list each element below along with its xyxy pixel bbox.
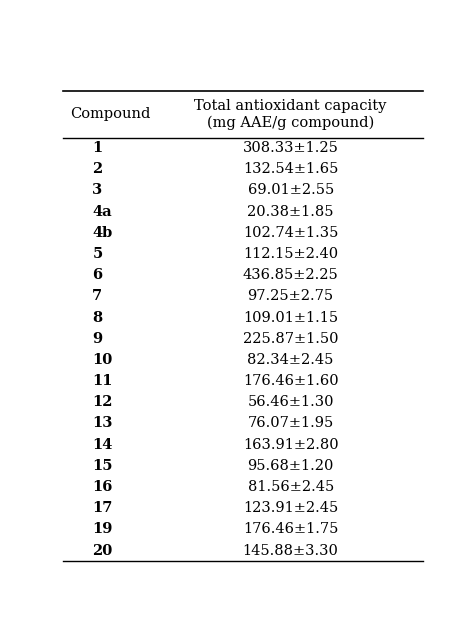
Text: 69.01±2.55: 69.01±2.55 bbox=[247, 183, 334, 198]
Text: 308.33±1.25: 308.33±1.25 bbox=[243, 141, 338, 155]
Text: 145.88±3.30: 145.88±3.30 bbox=[243, 544, 338, 558]
Text: 12: 12 bbox=[92, 396, 113, 410]
Text: 13: 13 bbox=[92, 417, 113, 431]
Text: 15: 15 bbox=[92, 459, 113, 473]
Text: 2: 2 bbox=[92, 162, 102, 176]
Text: 20: 20 bbox=[92, 544, 112, 558]
Text: 17: 17 bbox=[92, 501, 113, 515]
Text: 1: 1 bbox=[92, 141, 102, 155]
Text: 82.34±2.45: 82.34±2.45 bbox=[247, 353, 334, 367]
Text: 9: 9 bbox=[92, 332, 102, 346]
Text: 14: 14 bbox=[92, 438, 113, 452]
Text: 10: 10 bbox=[92, 353, 112, 367]
Text: 109.01±1.15: 109.01±1.15 bbox=[243, 310, 338, 324]
Text: 163.91±2.80: 163.91±2.80 bbox=[243, 438, 338, 452]
Text: 56.46±1.30: 56.46±1.30 bbox=[247, 396, 334, 410]
Text: 8: 8 bbox=[92, 310, 102, 324]
Text: 112.15±2.40: 112.15±2.40 bbox=[243, 247, 338, 261]
Text: 16: 16 bbox=[92, 480, 113, 494]
Text: 4a: 4a bbox=[92, 205, 112, 219]
Text: 3: 3 bbox=[92, 183, 102, 198]
Text: 176.46±1.75: 176.46±1.75 bbox=[243, 522, 338, 536]
Text: 7: 7 bbox=[92, 289, 102, 303]
Text: 76.07±1.95: 76.07±1.95 bbox=[247, 417, 334, 431]
Text: 436.85±2.25: 436.85±2.25 bbox=[243, 268, 338, 282]
Text: Compound: Compound bbox=[70, 107, 151, 121]
Text: 95.68±1.20: 95.68±1.20 bbox=[247, 459, 334, 473]
Text: 81.56±2.45: 81.56±2.45 bbox=[247, 480, 334, 494]
Text: 19: 19 bbox=[92, 522, 113, 536]
Text: 11: 11 bbox=[92, 374, 113, 388]
Text: 5: 5 bbox=[92, 247, 102, 261]
Text: 4b: 4b bbox=[92, 226, 112, 240]
Text: 176.46±1.60: 176.46±1.60 bbox=[243, 374, 338, 388]
Text: 123.91±2.45: 123.91±2.45 bbox=[243, 501, 338, 515]
Text: 6: 6 bbox=[92, 268, 102, 282]
Text: 97.25±2.75: 97.25±2.75 bbox=[247, 289, 334, 303]
Text: Total antioxidant capacity
(mg AAE/g compound): Total antioxidant capacity (mg AAE/g com… bbox=[194, 99, 387, 130]
Text: 20.38±1.85: 20.38±1.85 bbox=[247, 205, 334, 219]
Text: 132.54±1.65: 132.54±1.65 bbox=[243, 162, 338, 176]
Text: 225.87±1.50: 225.87±1.50 bbox=[243, 332, 338, 346]
Text: 102.74±1.35: 102.74±1.35 bbox=[243, 226, 338, 240]
